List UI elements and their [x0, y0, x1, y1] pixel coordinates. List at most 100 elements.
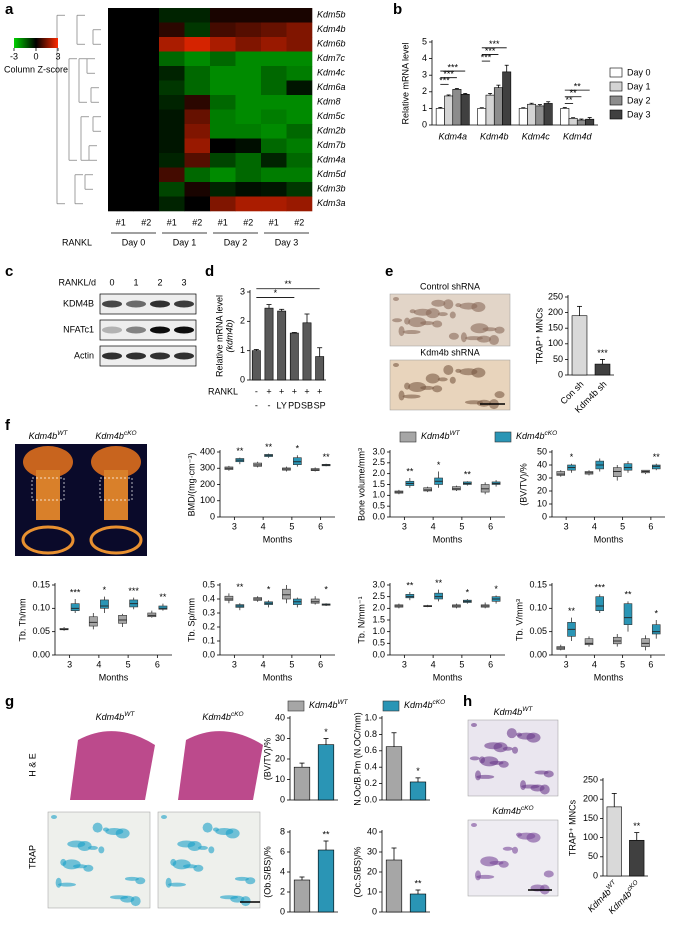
micrograph-detail — [494, 326, 505, 334]
micrograph-label: Kdm4bcKO — [202, 711, 243, 723]
x-tick-label-sup: cKO — [626, 879, 640, 893]
heat-cell — [261, 66, 287, 81]
micrograph-detail — [469, 756, 480, 761]
heat-cell — [184, 153, 211, 168]
panel-letter: g — [5, 693, 14, 710]
micrograph-detail — [488, 335, 499, 346]
heat-cell — [235, 8, 262, 23]
box — [452, 486, 461, 491]
heat-cell — [108, 182, 134, 197]
x-tick-label: 6 — [488, 659, 493, 669]
micrograph-detail — [109, 895, 128, 900]
y-tick-label: 50 — [588, 851, 598, 861]
x-tick-label: 4 — [96, 659, 101, 669]
colorbar-tick-label: -3 — [10, 51, 18, 61]
heat-cell — [261, 167, 287, 183]
y-tick-label: 6 — [280, 846, 285, 856]
table-cell: - — [255, 386, 258, 396]
y-tick-label: 30 — [367, 846, 377, 856]
heat-cell — [210, 167, 236, 183]
micrograph-label-base: Kdm4b — [494, 707, 523, 717]
error-bar — [611, 793, 617, 807]
legend-label: Day 3 — [627, 109, 651, 119]
significance-label: * — [267, 585, 271, 595]
micrograph-detail — [392, 318, 403, 323]
bone-section — [89, 525, 143, 555]
y-tick-label: 0 — [210, 511, 215, 521]
x-tick-label: 5 — [620, 659, 625, 669]
x-tick-label: 6 — [648, 521, 653, 531]
y-axis-label: Relative mRNA level — [400, 42, 410, 124]
y-tick-label: 40 — [275, 712, 285, 722]
box — [613, 636, 622, 645]
heat-cell — [235, 138, 262, 154]
micrograph-detail — [534, 770, 549, 775]
heat-cell — [159, 80, 185, 96]
micrograph-label: Kdm4bcKO — [95, 430, 136, 442]
box — [118, 615, 127, 624]
x-tick-label: 6 — [318, 521, 323, 531]
heat-cell — [108, 51, 134, 67]
table-cell: + — [304, 386, 309, 396]
table-cell: + — [279, 386, 284, 396]
heat-cell — [210, 8, 236, 23]
y-axis-label: (BV/TV)/% — [518, 463, 528, 506]
heat-cell — [235, 196, 262, 212]
legend-label-base: Kdm4b — [404, 700, 433, 710]
x-tick-label: 4 — [261, 521, 266, 531]
significance-label: ** — [265, 442, 273, 452]
micrograph-detail — [105, 827, 124, 835]
heat-cell — [108, 80, 134, 96]
group-label: Day 1 — [173, 237, 197, 247]
x-axis-label: Months — [263, 672, 293, 682]
significance-label: ** — [414, 878, 422, 888]
heat-cell — [133, 66, 160, 81]
heat-cell — [235, 167, 262, 183]
micrograph-detail — [448, 332, 459, 340]
micrograph-detail — [215, 827, 234, 835]
legend-label-sup: WT — [450, 430, 461, 437]
micrograph-detail — [449, 311, 456, 319]
error-bar — [521, 107, 526, 109]
bar — [502, 71, 512, 126]
blot-band — [174, 326, 194, 334]
error-bar — [546, 101, 551, 104]
y-tick-label: 0.00 — [529, 649, 547, 659]
blot-band — [150, 352, 170, 360]
bar — [571, 315, 588, 376]
row-label: Kdm6a — [317, 82, 346, 92]
micrograph-detail — [67, 840, 86, 848]
group-axis-label: RANKL — [62, 237, 92, 247]
micrograph-label-base: Kdm4b — [202, 712, 231, 722]
heat-cell — [235, 124, 262, 139]
heat-cell — [261, 95, 287, 110]
heat-cell — [184, 124, 211, 139]
box — [293, 457, 302, 465]
micrograph-detail — [55, 877, 62, 888]
heat-cell — [133, 80, 160, 96]
bar — [560, 108, 570, 126]
y-tick-label: 0.5 — [372, 501, 385, 511]
heat-cell — [159, 95, 185, 110]
y-tick-label: 2.5 — [372, 591, 385, 601]
y-tick-label: 1.0 — [372, 490, 385, 500]
y-tick-label: 0.00 — [32, 649, 50, 659]
roi-box — [99, 477, 133, 501]
micrograph-detail — [165, 877, 172, 888]
micrograph-label-sup: cKO — [231, 711, 244, 718]
y-tick-label: 0 — [240, 374, 245, 384]
significance-label: * — [324, 585, 328, 595]
micrograph-detail — [170, 858, 177, 866]
micrograph-detail — [62, 859, 81, 870]
micrograph-row-label: H & E — [27, 753, 37, 777]
y-tick-label: 400 — [200, 446, 215, 456]
bar — [568, 118, 578, 126]
bar — [315, 356, 325, 381]
y-axis-label: BMD/(mg·cm⁻³) — [186, 453, 196, 517]
box — [623, 463, 633, 471]
x-tick-label: 3 — [564, 659, 569, 669]
heat-cell — [235, 80, 262, 96]
micrograph-detail — [480, 856, 499, 867]
significance-label: ** — [406, 580, 414, 590]
heat-cell — [235, 95, 262, 110]
